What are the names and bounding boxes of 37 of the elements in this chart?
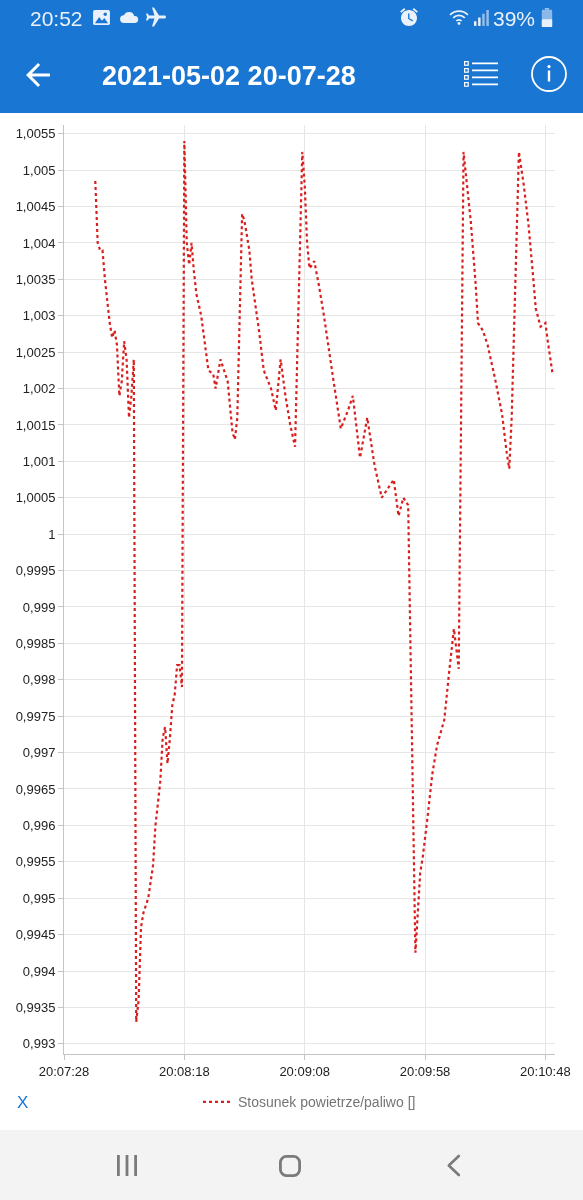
x-tick-label: 20:09:08 — [279, 1063, 330, 1079]
y-tick-label: 0,996 — [22, 817, 56, 833]
legend-label: Stosunek powietrze/paliwo [] — [238, 1094, 416, 1111]
y-tick-label: 1,0055 — [15, 126, 56, 142]
y-tick-label: 0,9975 — [15, 708, 56, 724]
y-tick-label: 0,999 — [22, 599, 56, 615]
chart-title: 2021-05-02 20-07-28 — [102, 60, 356, 93]
y-tick-label: 1,0045 — [15, 199, 56, 215]
y-tick-label: 1,005 — [22, 162, 56, 178]
text: 39% — [492, 6, 535, 32]
y-tick-label: 1,003 — [22, 308, 56, 324]
x-tick-label: 20:09:58 — [399, 1063, 451, 1079]
x-tick-label: 20:08:18 — [159, 1063, 210, 1079]
y-tick-label: 0,998 — [22, 672, 56, 688]
y-tick-label: 0,9955 — [15, 854, 56, 870]
x-tick-label: 20:07:28 — [38, 1063, 90, 1079]
y-tick-label: 1,0025 — [15, 344, 56, 360]
y-tick-label: 1,001 — [22, 453, 56, 469]
text: 20:52 — [30, 6, 83, 32]
y-tick-label: 0,994 — [22, 963, 56, 979]
y-tick-label: 0,9935 — [15, 999, 56, 1015]
y-tick-label: 0,9965 — [15, 781, 56, 797]
y-tick-label: 0,997 — [22, 745, 56, 761]
y-tick-label: 1,0015 — [15, 417, 56, 433]
y-tick-label: 0,9995 — [15, 563, 56, 579]
y-tick-label: 1 — [48, 526, 56, 542]
x-tick-label: 20:10:48 — [520, 1063, 571, 1079]
y-tick-label: 1,0005 — [15, 490, 56, 506]
y-tick-label: 0,9945 — [15, 927, 56, 943]
line-series — [94, 139, 554, 1024]
y-tick-label: 0,993 — [22, 1036, 56, 1052]
y-tick-label: 0,9985 — [15, 635, 56, 651]
y-tick-label: 1,002 — [22, 381, 56, 397]
y-tick-label: 0,995 — [22, 890, 56, 906]
y-tick-label: 1,0035 — [15, 271, 56, 287]
y-tick-label: 1,004 — [22, 235, 56, 251]
text: X — [17, 1093, 29, 1112]
